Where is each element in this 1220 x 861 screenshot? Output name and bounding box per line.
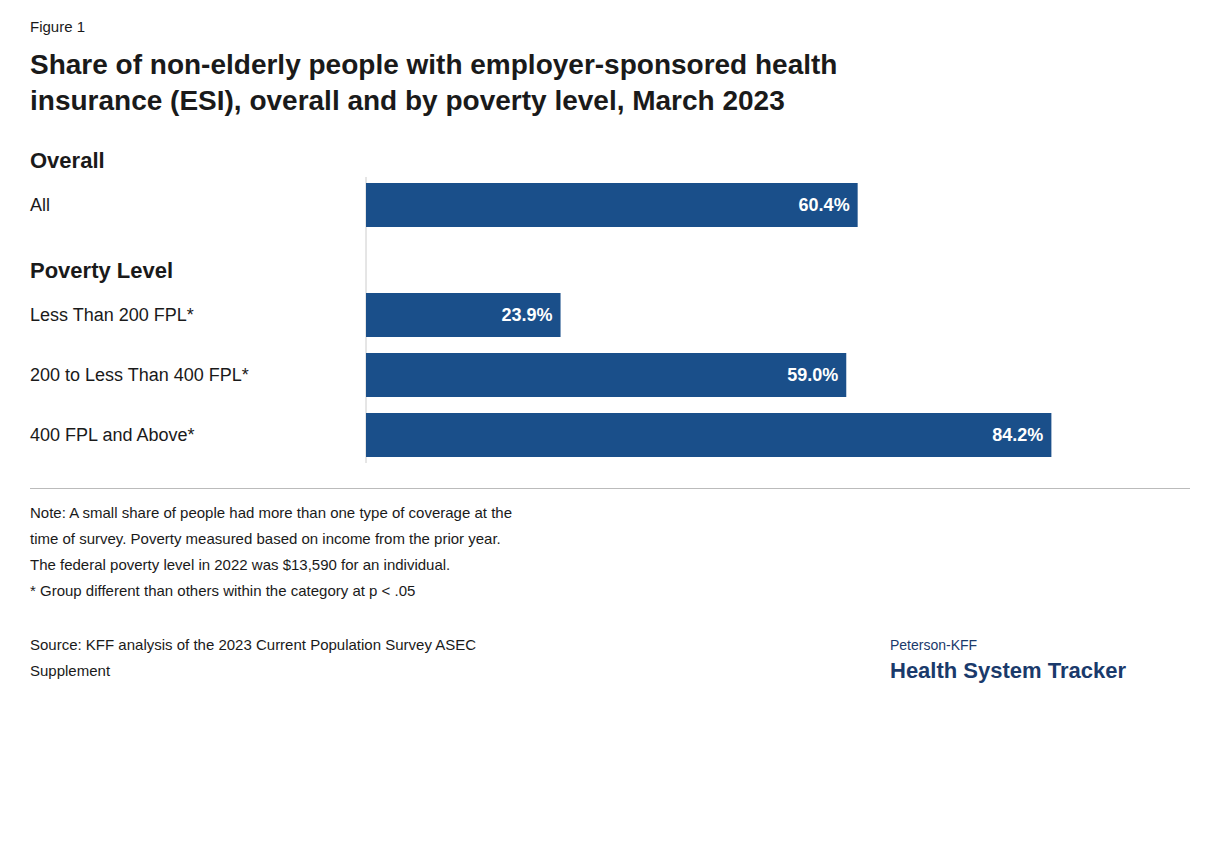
data-label: 59.0% bbox=[787, 365, 838, 385]
tracker-label: Health System Tracker bbox=[890, 658, 1126, 683]
separator bbox=[30, 488, 1190, 489]
bar bbox=[366, 353, 846, 397]
text-line: Health System Tracker bbox=[890, 658, 1126, 683]
text-line: Poverty Level bbox=[30, 258, 173, 283]
text-line: time of survey. Poverty measured based o… bbox=[30, 530, 501, 547]
title: Share of non-elderly people with employe… bbox=[30, 49, 837, 116]
labels: All 60.4% Less Than 200 FPL* 23.9% 200 to Le… bbox=[30, 195, 1043, 445]
text-line: Source: KFF analysis of the 2023 Current… bbox=[30, 636, 476, 653]
data-label: 60.4% bbox=[799, 195, 850, 215]
category-label: 200 to Less Than 400 FPL* bbox=[30, 365, 249, 385]
data-label: 23.9% bbox=[501, 305, 552, 325]
text-line: * Group different than others within the… bbox=[30, 582, 415, 599]
text-line: Supplement bbox=[30, 662, 111, 679]
category-label: 400 FPL and Above* bbox=[30, 425, 194, 445]
bars bbox=[366, 183, 1051, 457]
category-label: All bbox=[30, 195, 50, 215]
text-line: Peterson-KFF bbox=[890, 637, 977, 653]
bar bbox=[366, 413, 1051, 457]
background bbox=[0, 0, 1220, 861]
note: Note: A small share of people had more t… bbox=[30, 504, 512, 599]
figure-label: Figure 1 bbox=[30, 18, 85, 35]
text-line: The federal poverty level in 2022 was $1… bbox=[30, 556, 450, 573]
bar bbox=[366, 183, 858, 227]
tracker-label: Peterson-KFF bbox=[890, 637, 977, 653]
text-line: Figure 1 bbox=[30, 18, 85, 35]
text-line: insurance (ESI), overall and by poverty … bbox=[30, 85, 785, 116]
category-label: Less Than 200 FPL* bbox=[30, 305, 194, 325]
text-line: Overall bbox=[30, 148, 105, 173]
bar bbox=[366, 293, 561, 337]
section-header: Overall bbox=[30, 148, 105, 173]
text-line: Note: A small share of people had more t… bbox=[30, 504, 512, 521]
text-line: Share of non-elderly people with employe… bbox=[30, 49, 837, 80]
source: Source: KFF analysis of the 2023 Current… bbox=[30, 636, 476, 679]
chart: Figure 1 Share of non-elderly people with… bbox=[0, 0, 1220, 861]
data-label: 84.2% bbox=[992, 425, 1043, 445]
section-header: Poverty Level bbox=[30, 258, 173, 283]
